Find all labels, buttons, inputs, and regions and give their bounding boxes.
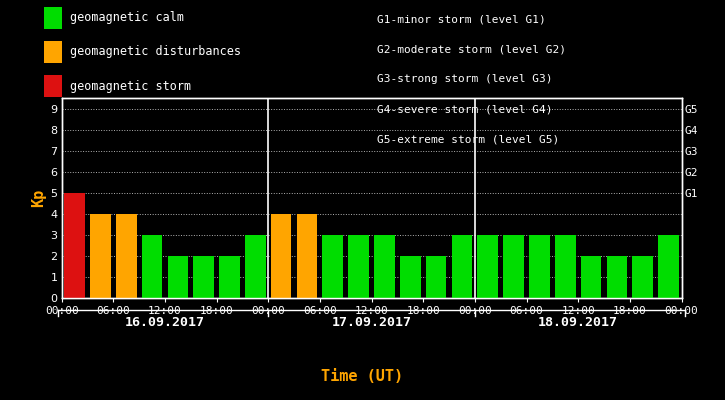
Bar	[90, 214, 111, 298]
Bar	[374, 235, 395, 298]
Bar	[167, 256, 188, 298]
Bar	[529, 235, 550, 298]
Text: 18.09.2017: 18.09.2017	[538, 316, 618, 328]
Bar	[194, 256, 214, 298]
Text: G4-severe storm (level G4): G4-severe storm (level G4)	[377, 104, 552, 114]
Bar	[658, 235, 679, 298]
Bar	[348, 235, 369, 298]
Bar	[65, 193, 85, 298]
Text: geomagnetic calm: geomagnetic calm	[70, 12, 184, 24]
Text: geomagnetic storm: geomagnetic storm	[70, 80, 191, 92]
Text: geomagnetic disturbances: geomagnetic disturbances	[70, 46, 241, 58]
Bar	[297, 214, 318, 298]
Text: G1-minor storm (level G1): G1-minor storm (level G1)	[377, 14, 546, 24]
Bar	[323, 235, 343, 298]
Bar	[141, 235, 162, 298]
Text: Time (UT): Time (UT)	[321, 369, 404, 384]
Bar	[581, 256, 602, 298]
Bar	[219, 256, 240, 298]
Bar	[271, 214, 291, 298]
Bar	[632, 256, 653, 298]
Y-axis label: Kp: Kp	[31, 189, 46, 207]
Bar	[116, 214, 136, 298]
Bar	[452, 235, 472, 298]
Bar	[555, 235, 576, 298]
Text: G3-strong storm (level G3): G3-strong storm (level G3)	[377, 74, 552, 84]
Text: 17.09.2017: 17.09.2017	[331, 316, 412, 328]
Bar	[400, 256, 420, 298]
Text: G2-moderate storm (level G2): G2-moderate storm (level G2)	[377, 44, 566, 54]
Bar	[426, 256, 447, 298]
Text: G5-extreme storm (level G5): G5-extreme storm (level G5)	[377, 134, 559, 144]
Bar	[478, 235, 498, 298]
Bar	[607, 256, 627, 298]
Text: 16.09.2017: 16.09.2017	[125, 316, 205, 328]
Bar	[503, 235, 524, 298]
Bar	[245, 235, 265, 298]
